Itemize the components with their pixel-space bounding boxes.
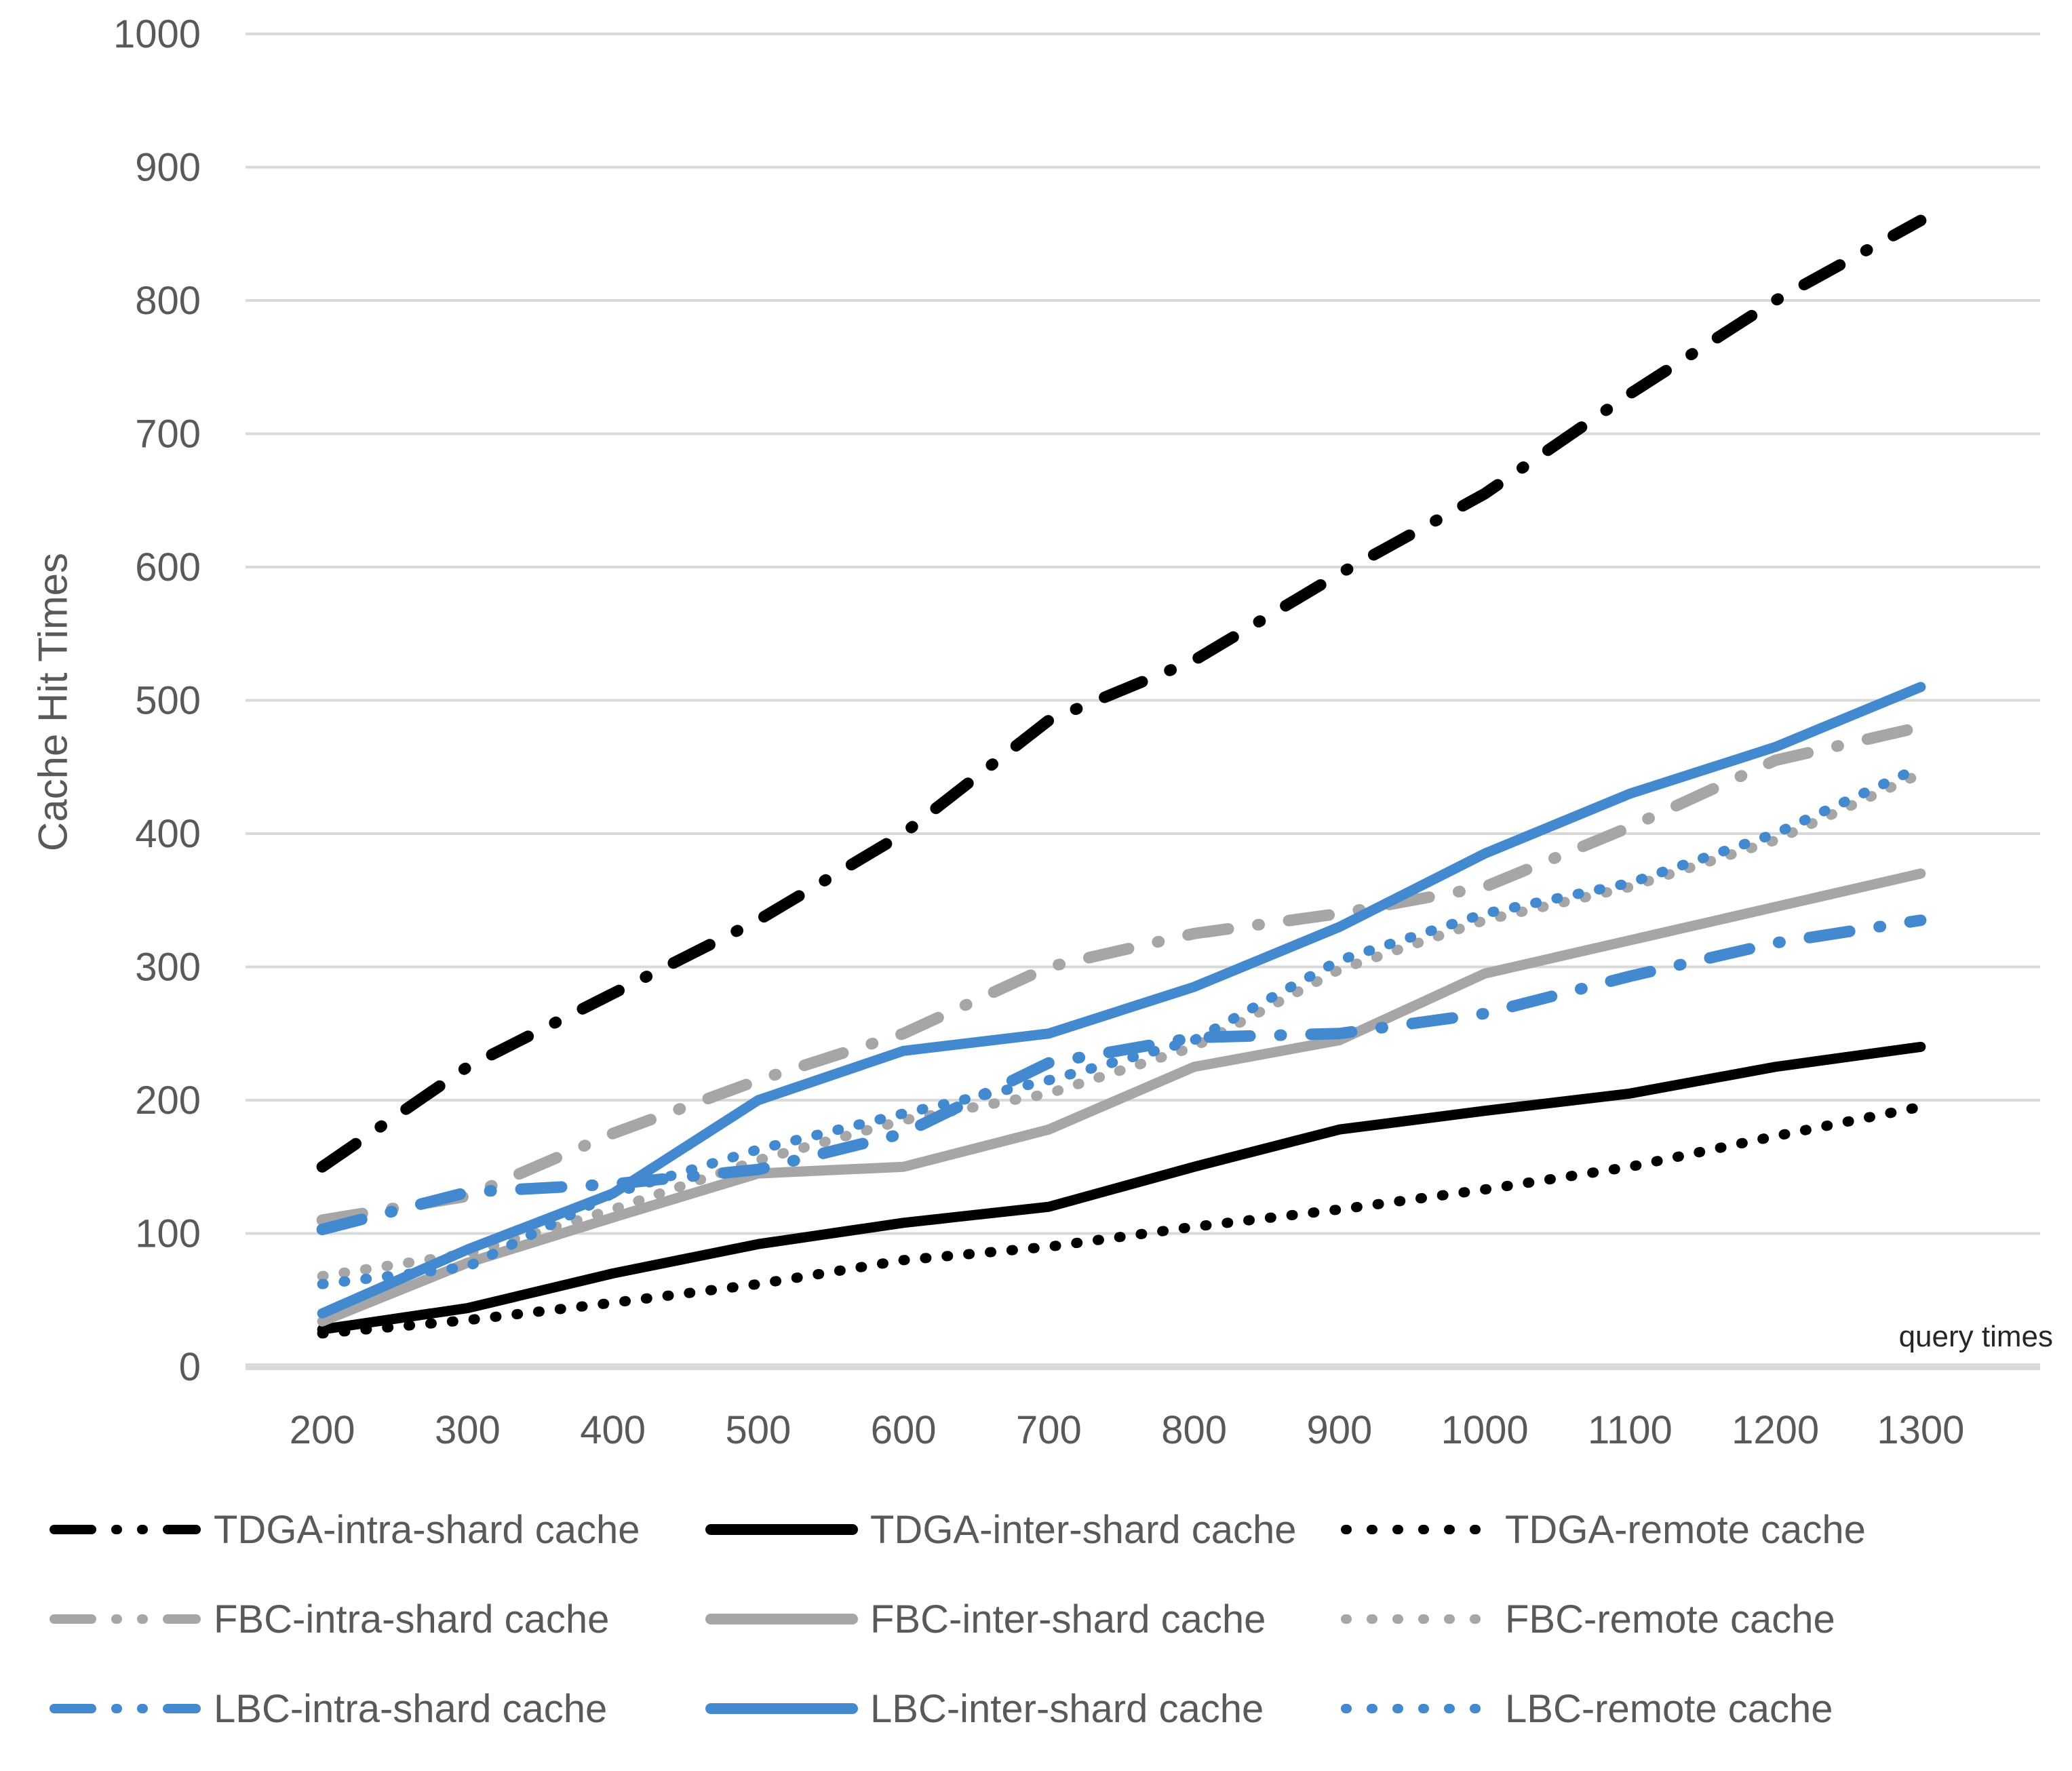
series-line-tdga-remote-cache	[317, 1102, 1926, 1339]
y-tick-label: 0	[179, 1345, 201, 1389]
x-tick-label: 300	[435, 1408, 501, 1452]
y-tick-label: 700	[135, 412, 201, 456]
series-line-lbc-remote-cache	[317, 762, 1926, 1289]
legend-label: TDGA-remote cache	[1505, 1507, 1866, 1552]
series-line-fbc-inter-shard-cache	[317, 868, 1926, 1327]
legend-label: LBC-intra-shard cache	[214, 1686, 608, 1731]
x-tick-label: 200	[290, 1408, 355, 1452]
series-line-tdga-inter-shard-cache	[317, 1041, 1926, 1335]
y-tick-label: 600	[135, 545, 201, 589]
x-tick-label: 600	[871, 1408, 937, 1452]
x-tick-label: 800	[1161, 1408, 1227, 1452]
legend-label: TDGA-intra-shard cache	[214, 1507, 640, 1552]
legend-label: TDGA-inter-shard cache	[870, 1507, 1297, 1552]
y-tick-label: 500	[135, 679, 201, 723]
legend: TDGA-intra-shard cache TDGA-inter-shard c…	[49, 1507, 2043, 1731]
y-tick-label: 1000	[113, 12, 201, 56]
y-tick-label: 300	[135, 946, 201, 990]
legend-item-tdga-inter-shard-cache: TDGA-inter-shard cache	[705, 1507, 1340, 1552]
legend-marker-solid	[705, 1524, 858, 1535]
legend-label: FBC-inter-shard cache	[870, 1597, 1266, 1641]
x-tick-label: 1200	[1732, 1408, 1819, 1452]
legend-item-lbc-inter-shard-cache: LBC-inter-shard cache	[705, 1686, 1340, 1731]
y-tick-label: 400	[135, 812, 201, 856]
x-tick-label: 900	[1306, 1408, 1372, 1452]
y-tick-label: 200	[135, 1078, 201, 1123]
legend-marker-solid	[705, 1703, 858, 1714]
legend-marker-dotted	[1341, 1525, 1492, 1534]
x-tick-label: 1300	[1877, 1408, 1964, 1452]
x-tick-label: 1100	[1588, 1408, 1673, 1452]
legend-label: FBC-remote cache	[1505, 1597, 1835, 1641]
legend-marker-dashdot	[50, 1525, 201, 1534]
x-tick-label: 400	[580, 1408, 646, 1452]
legend-item-tdga-intra-shard-cache: TDGA-intra-shard cache	[49, 1507, 705, 1552]
legend-marker-dotted	[1341, 1614, 1492, 1624]
series-line-tdga-intra-shard-cache	[316, 214, 1927, 1173]
legend-marker-dashdot	[50, 1614, 201, 1624]
series-line-fbc-intra-shard-cache	[316, 721, 1927, 1226]
y-tick-label: 900	[135, 146, 201, 190]
legend-marker-dashdot	[50, 1704, 201, 1713]
legend-label: LBC-inter-shard cache	[870, 1686, 1264, 1731]
x-tick-label: 1000	[1441, 1408, 1529, 1452]
series-line-fbc-remote-cache	[317, 768, 1926, 1281]
legend-item-lbc-remote-cache: LBC-remote cache	[1340, 1686, 2043, 1731]
x-tick-label: 700	[1016, 1408, 1082, 1452]
y-tick-label: 800	[135, 279, 201, 323]
x-tick-label: 500	[725, 1408, 791, 1452]
x-axis-label: query times	[1898, 1320, 2053, 1353]
legend-item-lbc-intra-shard-cache: LBC-intra-shard cache	[49, 1686, 705, 1731]
y-axis-title: Cache Hit Times	[30, 552, 76, 852]
series-line-lbc-inter-shard-cache	[317, 682, 1926, 1319]
legend-label: FBC-intra-shard cache	[214, 1597, 610, 1641]
legend-label: LBC-remote cache	[1505, 1686, 1833, 1731]
legend-item-fbc-intra-shard-cache: FBC-intra-shard cache	[49, 1597, 705, 1641]
legend-marker-solid	[705, 1614, 858, 1624]
legend-item-fbc-inter-shard-cache: FBC-inter-shard cache	[705, 1597, 1340, 1641]
legend-marker-dotted	[1341, 1704, 1492, 1713]
y-tick-label: 100	[135, 1212, 201, 1256]
legend-item-fbc-remote-cache: FBC-remote cache	[1340, 1597, 2043, 1641]
legend-item-tdga-remote-cache: TDGA-remote cache	[1340, 1507, 2043, 1552]
series-line-lbc-intra-shard-cache	[316, 914, 1927, 1236]
